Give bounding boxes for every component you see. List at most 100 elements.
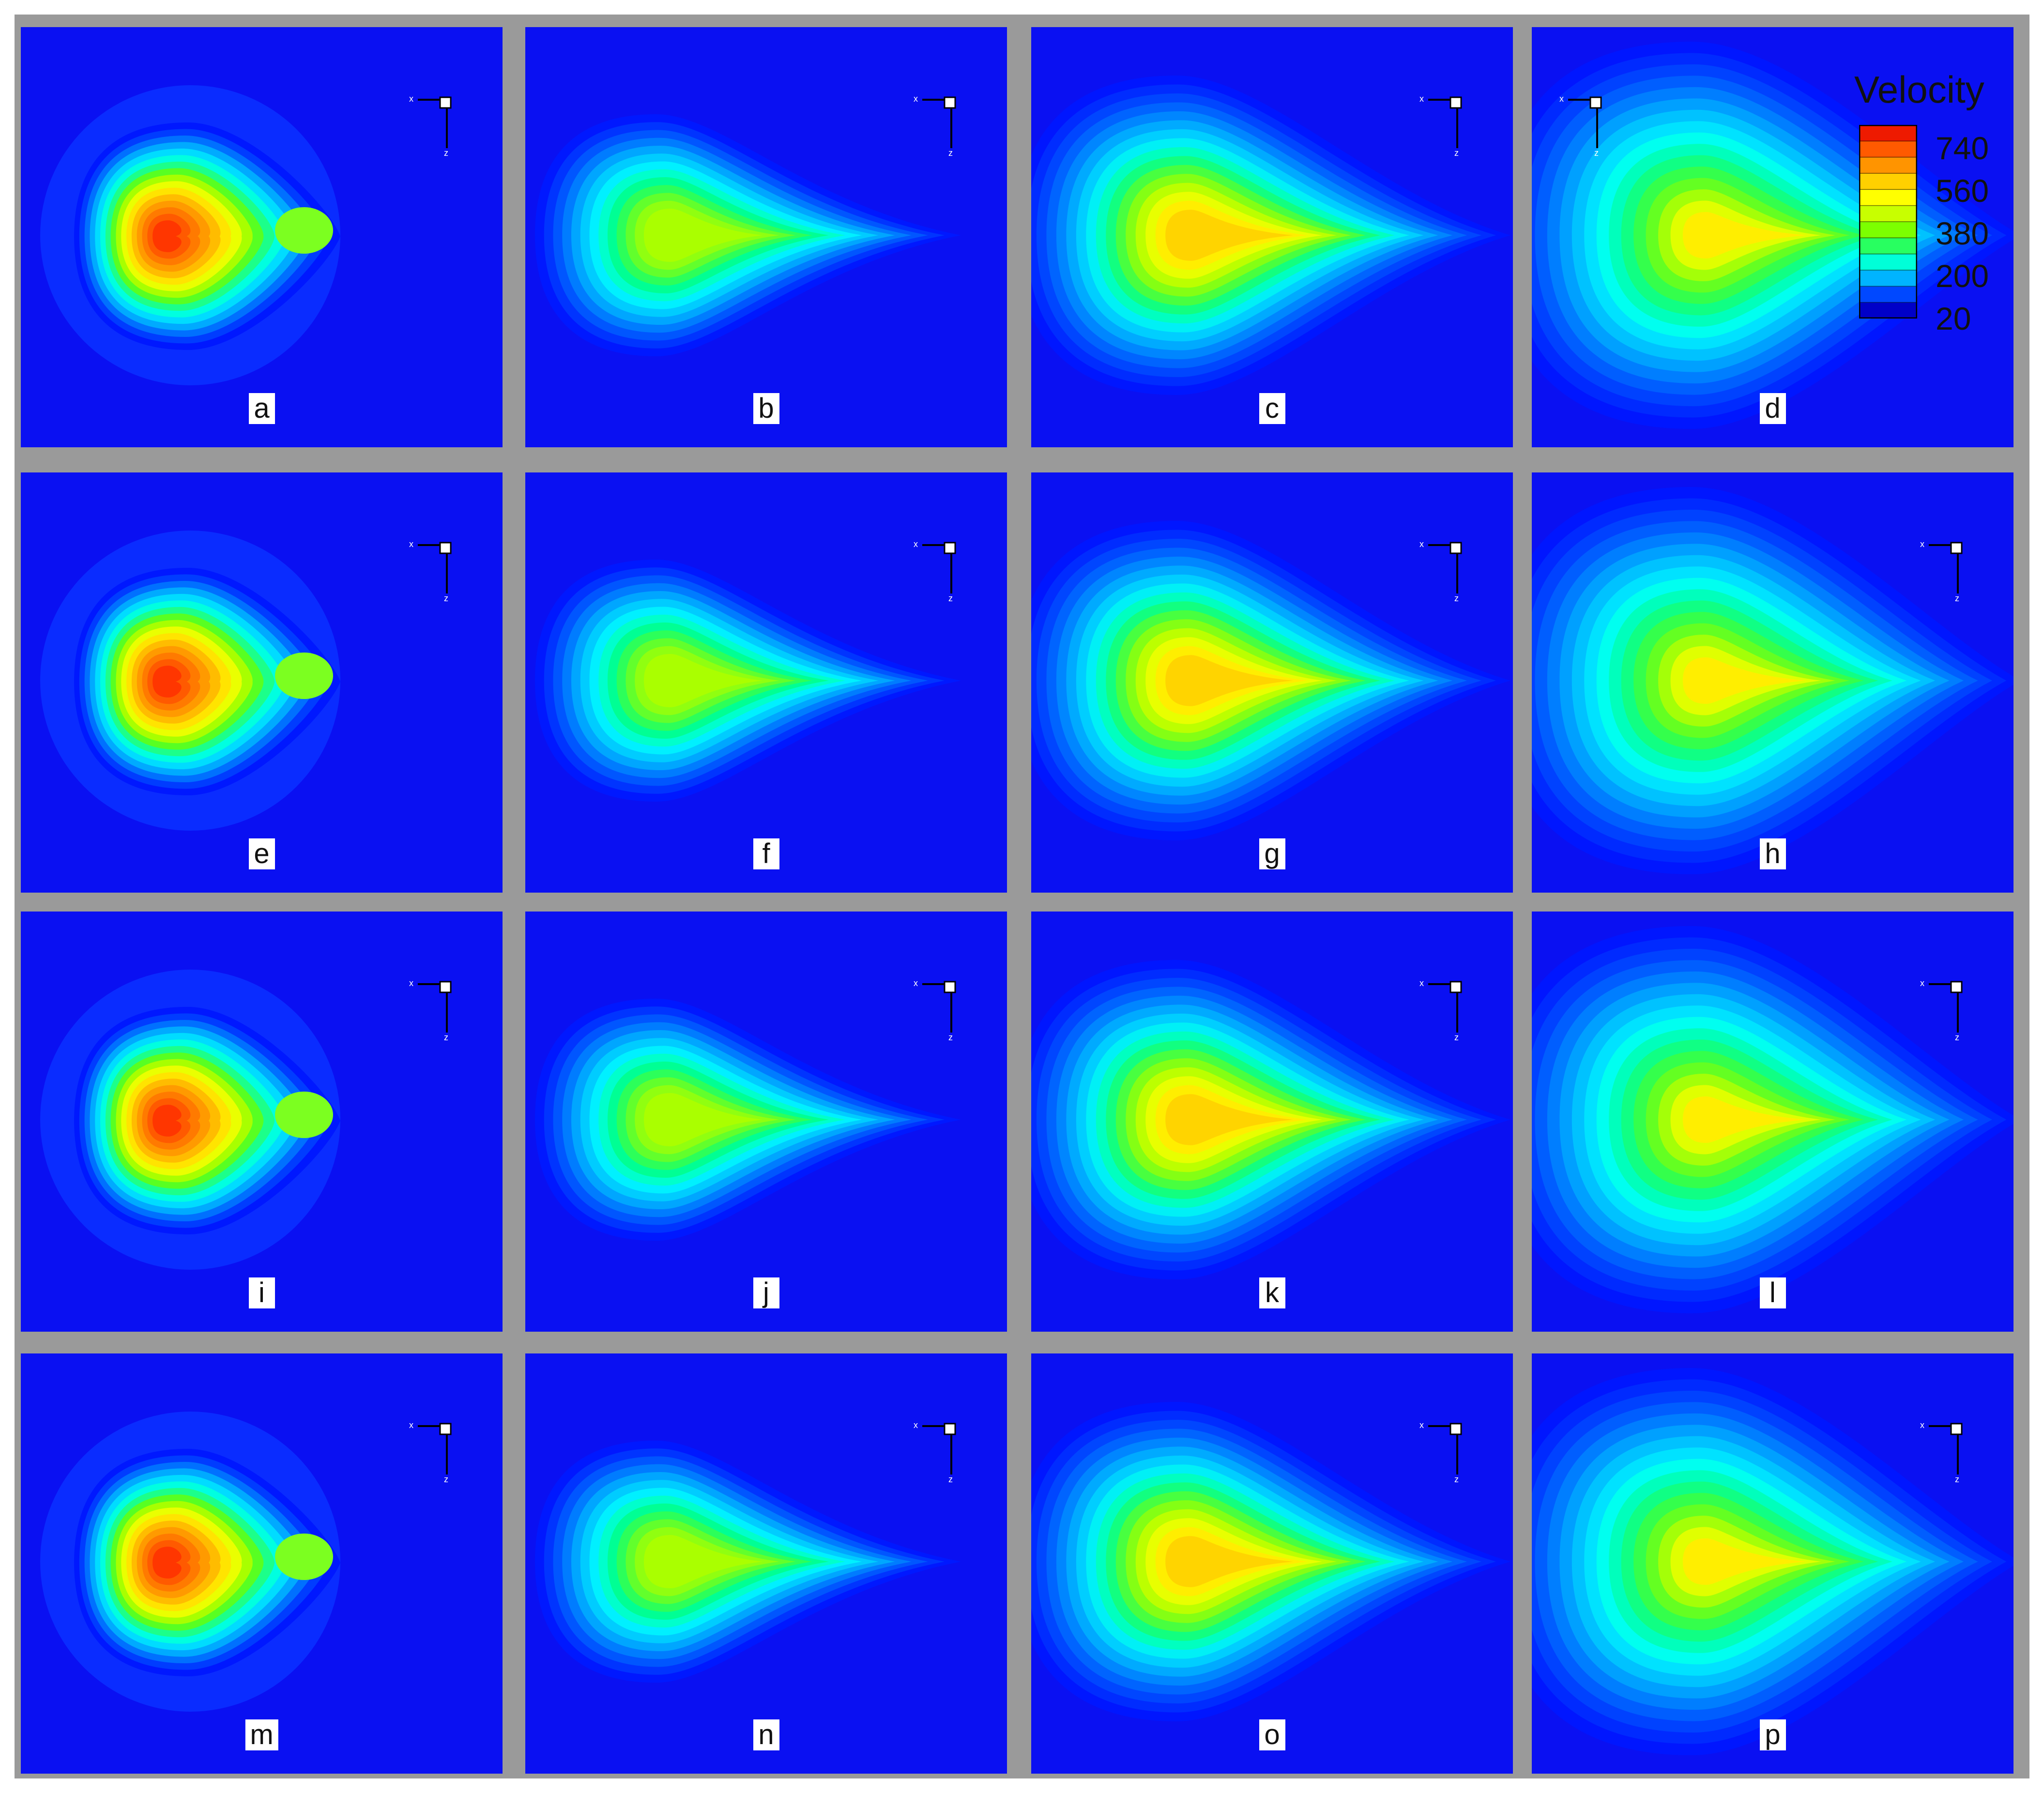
velocity-field xyxy=(1031,521,1510,840)
axis-z-label: z xyxy=(1454,148,1459,158)
secondary-core xyxy=(275,207,333,254)
axis-z-label: z xyxy=(1454,593,1459,603)
axis-z-label: z xyxy=(444,148,448,158)
panel-label: e xyxy=(248,838,275,869)
colorbar-gradient xyxy=(1859,125,1917,319)
axis-z-label: z xyxy=(444,1474,448,1484)
axis-x-label: x xyxy=(409,978,413,988)
axis-x-label: x xyxy=(1559,94,1564,104)
panel-label: d xyxy=(1759,393,1786,424)
axis-z-label: z xyxy=(444,1033,448,1042)
colorbar-tick-label: 740 xyxy=(1936,130,1989,166)
contour-level xyxy=(153,1547,182,1579)
axis-z-label: z xyxy=(1955,593,1959,603)
axis-z-label: z xyxy=(948,148,953,158)
axis-z-label: z xyxy=(444,593,448,603)
axis-x-label: x xyxy=(409,539,413,549)
contour-level xyxy=(1683,1538,1807,1585)
panel-label: n xyxy=(753,1719,779,1750)
contour-level xyxy=(644,654,763,707)
velocity-field xyxy=(1031,76,1510,395)
axis-x-label: x xyxy=(1419,539,1424,549)
panel-label: c xyxy=(1259,393,1285,424)
contour-level xyxy=(1165,1536,1294,1587)
contour-level xyxy=(644,1535,763,1588)
axis-x-label: x xyxy=(914,1420,918,1430)
contour-level xyxy=(1165,210,1294,261)
axis-x-label: x xyxy=(1920,539,1924,549)
panel-label: k xyxy=(1259,1277,1285,1308)
colorbar-tick-label: 200 xyxy=(1936,258,1989,294)
contour-level xyxy=(153,220,182,252)
panel-label: o xyxy=(1259,1719,1285,1750)
panel-label: j xyxy=(753,1277,779,1308)
velocity-field xyxy=(40,1412,340,1712)
secondary-core xyxy=(275,1092,333,1138)
axis-x-label: x xyxy=(1920,978,1924,988)
axis-x-label: x xyxy=(914,539,918,549)
axis-z-label: z xyxy=(1955,1033,1959,1042)
axis-x-label: x xyxy=(409,1420,413,1430)
axis-x-label: x xyxy=(1419,1420,1424,1430)
velocity-field xyxy=(40,531,340,831)
colorbar-tick-label: 20 xyxy=(1936,301,1971,336)
contour-level xyxy=(153,666,182,698)
axis-z-label: z xyxy=(948,1474,953,1484)
colorbar-tick-label: 560 xyxy=(1936,173,1989,209)
contour-level xyxy=(644,209,763,262)
axis-z-label: z xyxy=(948,593,953,603)
panel-label: p xyxy=(1759,1719,1786,1750)
velocity-field xyxy=(1031,960,1510,1279)
colorbar-title: Velocity xyxy=(1854,68,1984,111)
secondary-core xyxy=(275,1534,333,1580)
panel-label: g xyxy=(1259,838,1285,869)
axis-x-label: x xyxy=(409,94,413,104)
axis-z-label: z xyxy=(1955,1474,1959,1484)
velocity-field xyxy=(535,1441,961,1683)
contour-level xyxy=(644,1093,763,1146)
velocity-field xyxy=(1532,1368,2013,1755)
panel-label: h xyxy=(1759,838,1786,869)
axis-x-label: x xyxy=(1419,978,1424,988)
velocity-field xyxy=(1532,487,2013,874)
secondary-core xyxy=(275,653,333,699)
axis-x-label: x xyxy=(914,94,918,104)
velocity-field xyxy=(40,85,340,385)
panel-label: f xyxy=(753,838,779,869)
velocity-field xyxy=(40,970,340,1270)
velocity-field xyxy=(535,114,961,356)
panel-label: a xyxy=(248,393,275,424)
panel-label: l xyxy=(1759,1277,1786,1308)
velocity-field xyxy=(1532,42,2013,429)
panel-label: b xyxy=(753,393,779,424)
axis-x-label: x xyxy=(914,978,918,988)
